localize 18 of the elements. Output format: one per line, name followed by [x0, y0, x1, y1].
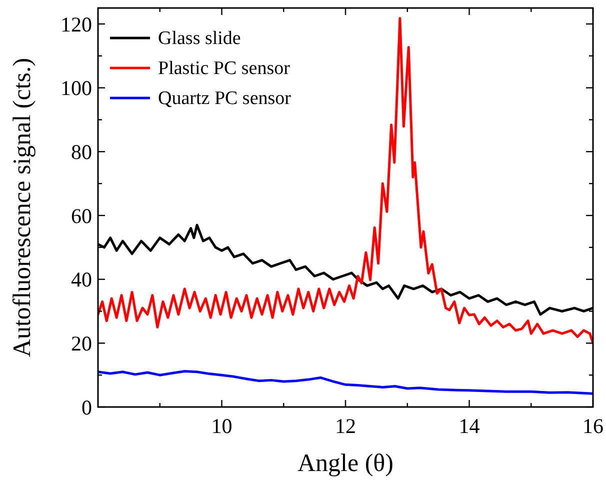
y-tick-label: 40 [71, 268, 92, 292]
x-tick-label: 12 [335, 414, 356, 438]
y-tick-label: 120 [60, 12, 92, 36]
x-tick-label: 10 [211, 414, 232, 438]
y-axis-title: Autofluorescence signal (cts.) [9, 58, 36, 358]
y-tick-label: 100 [60, 76, 92, 100]
legend-label: Glass slide [158, 28, 241, 49]
legend-label: Plastic PC sensor [158, 58, 291, 79]
y-tick-label: 80 [71, 140, 92, 164]
x-tick-label: 14 [458, 414, 480, 438]
y-tick-label: 60 [71, 204, 92, 228]
line-series [98, 370, 593, 395]
x-tick-label: 16 [582, 414, 604, 438]
y-tick-label: 0 [82, 395, 92, 420]
line-series [98, 16, 593, 344]
legend-label: Quartz PC sensor [158, 88, 292, 109]
y-tick-label: 20 [71, 332, 92, 356]
x-axis-title: Angle (θ) [298, 450, 394, 477]
